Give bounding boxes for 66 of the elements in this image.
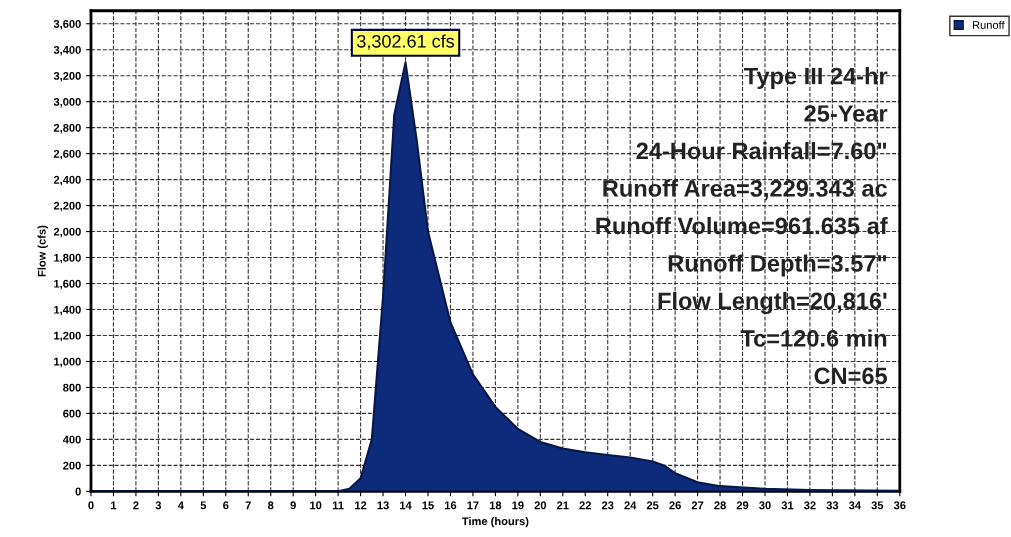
y-tick-label: 2,200 [53,201,81,212]
x-tick-label: 31 [781,501,794,510]
x-tick-label: 29 [736,501,749,510]
y-axis-title: Flow (cfs) [37,225,48,277]
annotation: 3,302.61 cfs [357,34,455,50]
y-tick-label: 0 [75,487,81,496]
x-tick-label: 27 [691,501,704,510]
x-tick-label: 36 [893,501,906,510]
x-tick-label: 18 [489,501,502,510]
annotation: Flow Length=20,816' [658,291,887,315]
y-tick-label: 600 [63,409,81,418]
x-tick-label: 7 [245,501,251,510]
x-tick-label: 28 [714,501,726,510]
y-tick-label: 3,400 [53,45,81,56]
x-tick-label: 0 [88,501,94,510]
y-tick-label: 1,200 [54,331,81,342]
y-tick-label: 2,800 [53,123,81,134]
y-tick-label: 200 [63,461,81,470]
x-tick-label: 6 [223,501,229,510]
x-tick-label: 23 [601,501,614,510]
y-tick-label: 2,400 [53,175,81,186]
annotation: Runoff Depth=3.57" [668,254,887,277]
x-tick-label: 5 [200,501,207,510]
x-tick-label: 30 [759,501,771,510]
x-tick-label: 16 [444,501,457,510]
x-tick-label: 4 [177,501,184,510]
x-tick-label: 22 [579,501,591,510]
y-tick-label: 800 [63,383,81,392]
annotation: Runoff Area=3,229.343 ac [603,179,887,201]
x-tick-label: 24 [624,501,637,510]
x-tick-label: 3 [155,501,162,510]
x-axis-title: Time (hours) [461,516,529,528]
x-tick-label: 32 [804,501,816,510]
x-tick-label: 11 [332,501,344,510]
y-tick-label: 400 [62,435,81,444]
x-tick-label: 34 [848,501,861,510]
x-tick-label: 35 [871,501,884,510]
x-tick-label: 14 [400,501,412,510]
annotation: CN=65 [814,367,887,385]
x-tick-label: 25 [646,501,659,510]
x-tick-label: 10 [310,501,322,510]
x-tick-label: 13 [377,501,389,510]
y-tick-label: 1,000 [54,357,81,368]
x-tick-label: 9 [290,501,296,510]
x-tick-label: 8 [267,501,274,510]
x-tick-label: 21 [557,501,569,510]
y-tick-label: 2,000 [53,227,81,238]
y-tick-label: 1,800 [54,253,81,264]
y-tick-label: 1,400 [54,305,81,316]
x-tick-label: 17 [467,501,479,510]
legend-label: Runoff [972,20,1005,29]
y-tick-label: 3,200 [53,71,81,82]
x-tick-label: 20 [534,501,547,510]
y-tick-label: 1,600 [54,279,81,290]
x-tick-label: 1 [111,501,117,510]
x-tick-label: 15 [422,501,434,510]
y-tick-label: 3,000 [53,97,81,108]
y-tick-label: 3,600 [53,20,81,30]
x-tick-label: 12 [355,501,367,510]
x-tick-label: 19 [512,501,524,510]
y-tick-label: 2,600 [53,149,81,160]
x-tick-label: 2 [133,501,139,510]
annotation: Runoff Volume=961.635 af [596,216,888,235]
x-tick-label: 33 [826,501,839,510]
annotation: 25-Year [804,105,888,122]
x-tick-label: 26 [669,501,681,510]
